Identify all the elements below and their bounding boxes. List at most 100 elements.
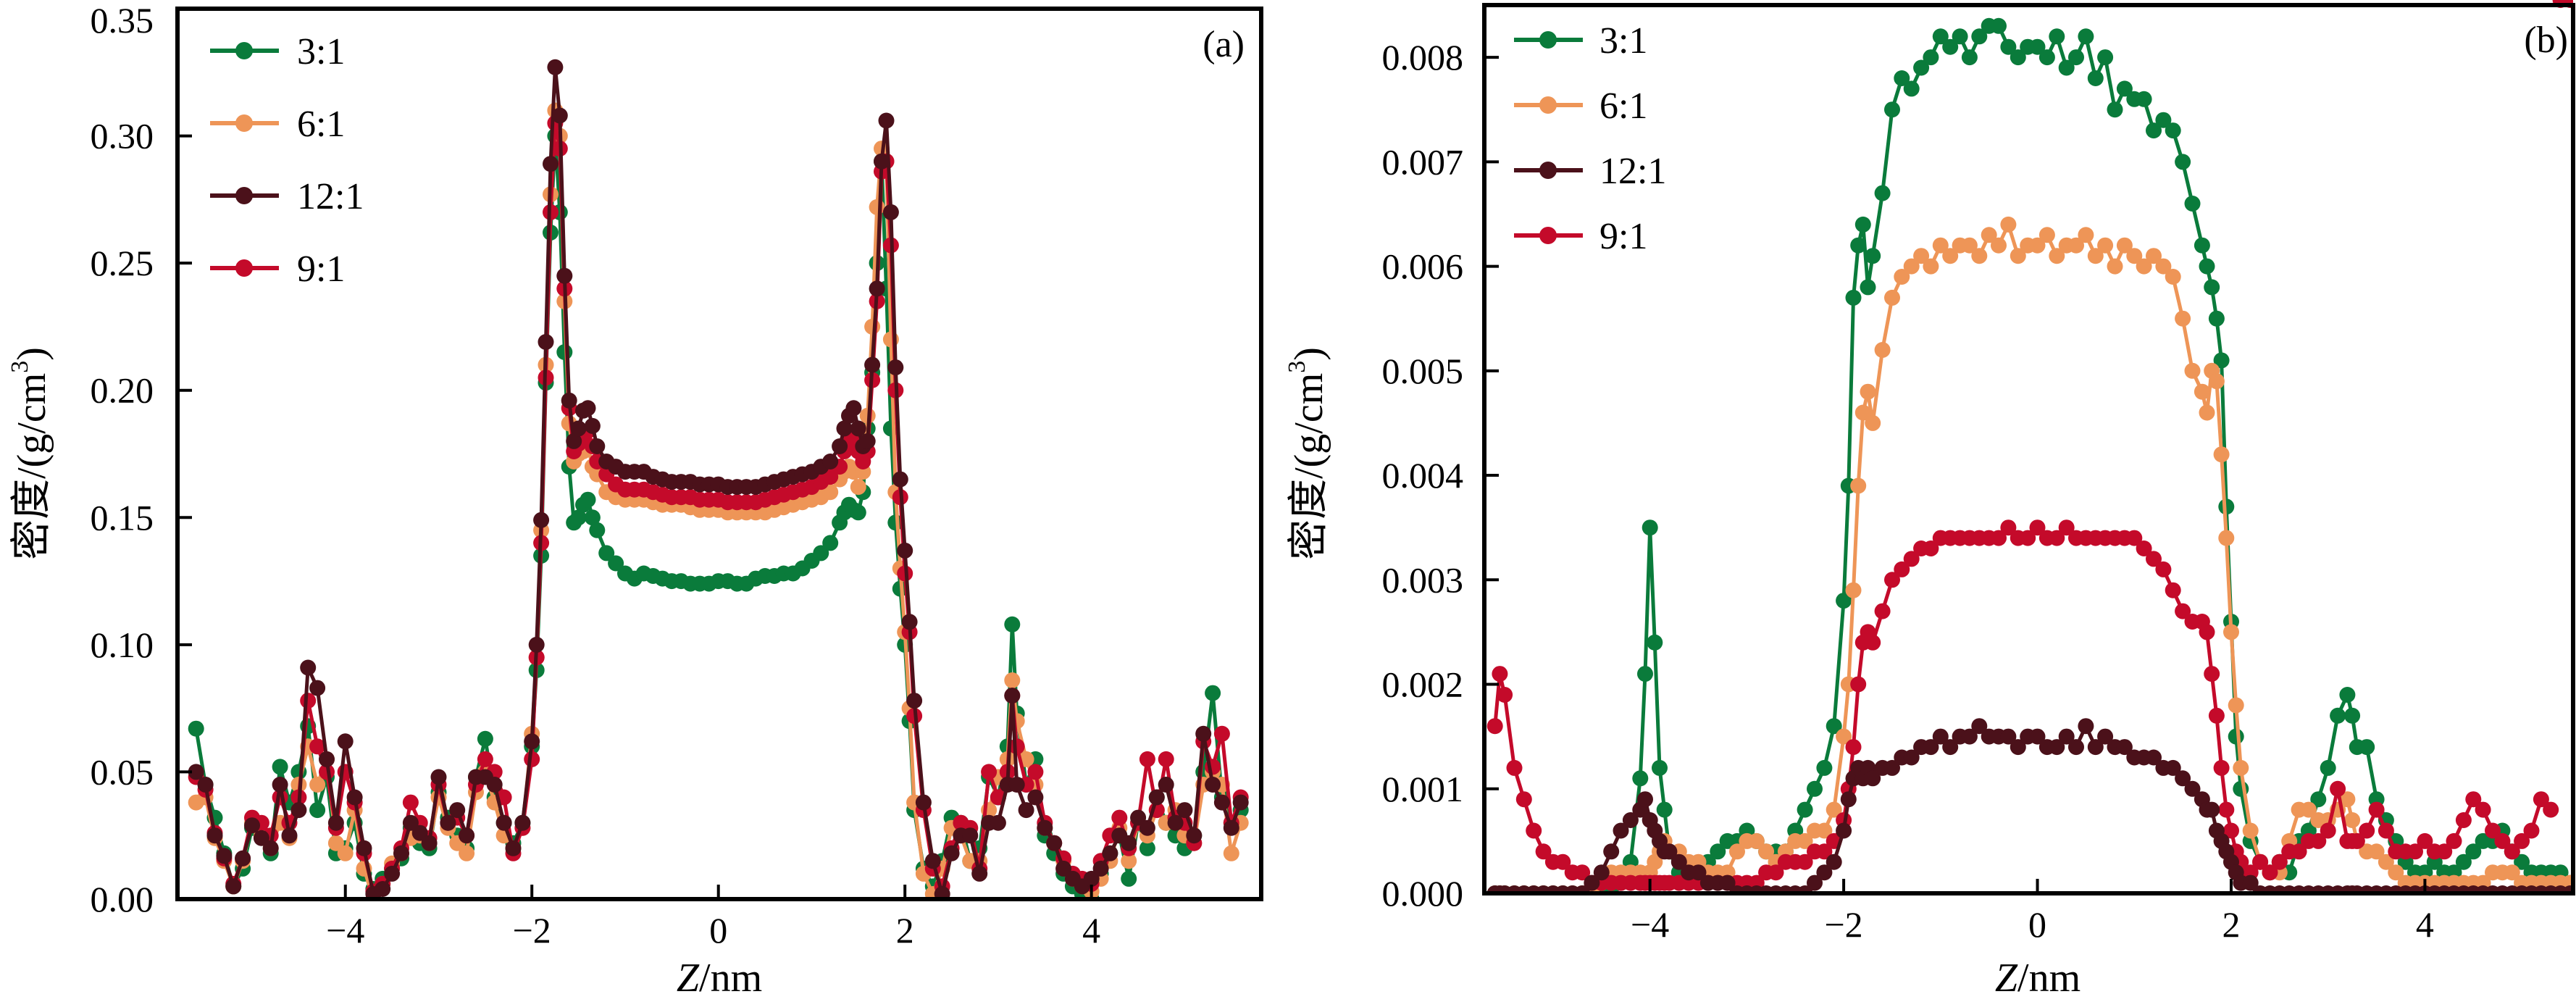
data-point: [2436, 843, 2453, 860]
data-point: [1008, 777, 1025, 793]
data-point: [1613, 822, 1629, 839]
data-point: [1923, 49, 1939, 66]
data-point: [2504, 843, 2520, 860]
data-point: [2146, 749, 2162, 766]
data-point: [2165, 269, 2181, 285]
data-point: [1139, 819, 1155, 836]
data-point: [538, 334, 554, 350]
data-point: [2068, 237, 2084, 254]
legend-item-9-1: 9:1: [210, 249, 345, 290]
data-point: [864, 356, 881, 373]
data-point: [2543, 801, 2559, 818]
panel-a-label: (a): [1203, 24, 1245, 65]
data-point: [1515, 791, 1532, 808]
data-point: [1816, 864, 1833, 881]
data-point: [1535, 843, 1552, 860]
data-point: [2146, 248, 2162, 264]
data-point: [2038, 227, 2055, 243]
panel-a-xlabel-unit: /nm: [699, 956, 762, 1001]
data-point: [832, 438, 848, 454]
data-point: [356, 840, 372, 856]
data-point: [281, 827, 298, 844]
data-point: [1894, 70, 1910, 86]
data-point: [2208, 707, 2225, 724]
data-point: [2407, 843, 2423, 860]
data-point: [892, 471, 908, 488]
data-point: [2475, 801, 2491, 818]
legend-marker: [235, 42, 253, 59]
data-point: [1840, 791, 1857, 808]
data-point: [449, 802, 466, 819]
data-point: [1637, 791, 1653, 808]
data-point: [1111, 809, 1128, 826]
data-point: [2494, 832, 2511, 849]
data-point: [1816, 759, 1833, 776]
data-point: [2223, 624, 2239, 640]
data-point: [1884, 101, 1900, 118]
data-point: [1816, 822, 1833, 839]
data-point: [440, 814, 456, 831]
data-point: [864, 318, 881, 335]
legend-marker: [235, 114, 253, 132]
data-point: [2010, 739, 2026, 756]
legend-item-12-1: 12:1: [210, 176, 364, 217]
data-point: [1027, 764, 1044, 780]
data-point: [2165, 759, 2181, 776]
data-point: [225, 878, 242, 895]
data-point: [2465, 843, 2482, 860]
data-point: [319, 751, 335, 767]
y-tick-label: 0.005: [1382, 351, 1464, 391]
data-point: [850, 504, 866, 521]
panel-b-ticks: −4 −2 0 2 4 0.000 0.001 0.002 0.003 0.004 0.005 0.0…: [1382, 37, 2434, 945]
data-point: [2233, 759, 2249, 776]
data-point: [1748, 832, 1765, 849]
data-point: [235, 850, 251, 867]
data-point: [2218, 801, 2235, 818]
panel-a-series: [188, 59, 1249, 899]
data-point: [1656, 801, 1673, 818]
data-point: [2339, 687, 2356, 703]
data-point: [2208, 373, 2225, 390]
data-point: [1836, 822, 1852, 839]
data-point: [1758, 843, 1775, 860]
data-point: [1574, 864, 1591, 881]
data-point: [1903, 80, 1920, 97]
data-point: [1647, 634, 1663, 651]
data-point: [2291, 843, 2307, 860]
data-point: [2175, 310, 2191, 327]
data-point: [1768, 864, 1784, 881]
data-point: [1167, 814, 1184, 831]
y-tick-label: 0.30: [91, 116, 154, 156]
data-point: [1661, 843, 1678, 860]
data-point: [2078, 28, 2094, 45]
data-point: [2078, 718, 2094, 735]
legend-label: 12:1: [297, 176, 364, 217]
data-point: [561, 392, 577, 409]
data-point: [2252, 853, 2269, 870]
data-point: [2029, 38, 2046, 55]
legend-label: 6:1: [297, 104, 345, 145]
x-tick-label: 0: [709, 910, 727, 951]
data-point: [2000, 38, 2017, 55]
data-point: [2097, 728, 2114, 745]
data-point: [2446, 832, 2462, 849]
data-point: [547, 59, 564, 75]
data-point: [901, 614, 918, 630]
data-point: [2199, 404, 2215, 421]
data-point: [1991, 17, 2007, 34]
y-tick-label: 0.20: [91, 370, 154, 411]
data-point: [528, 636, 545, 653]
panel-b-label: (b): [2524, 20, 2568, 61]
data-point: [990, 814, 1006, 831]
data-point: [1894, 561, 1910, 577]
data-point: [2000, 728, 2017, 745]
data-point: [1797, 801, 1813, 818]
legend-label: 3:1: [297, 31, 345, 72]
data-point: [1845, 289, 1862, 306]
data-point: [2175, 154, 2191, 170]
data-point: [1642, 519, 1658, 536]
data-point: [869, 199, 885, 215]
data-point: [2184, 362, 2201, 379]
data-point: [1860, 279, 1876, 296]
data-point: [556, 267, 573, 284]
